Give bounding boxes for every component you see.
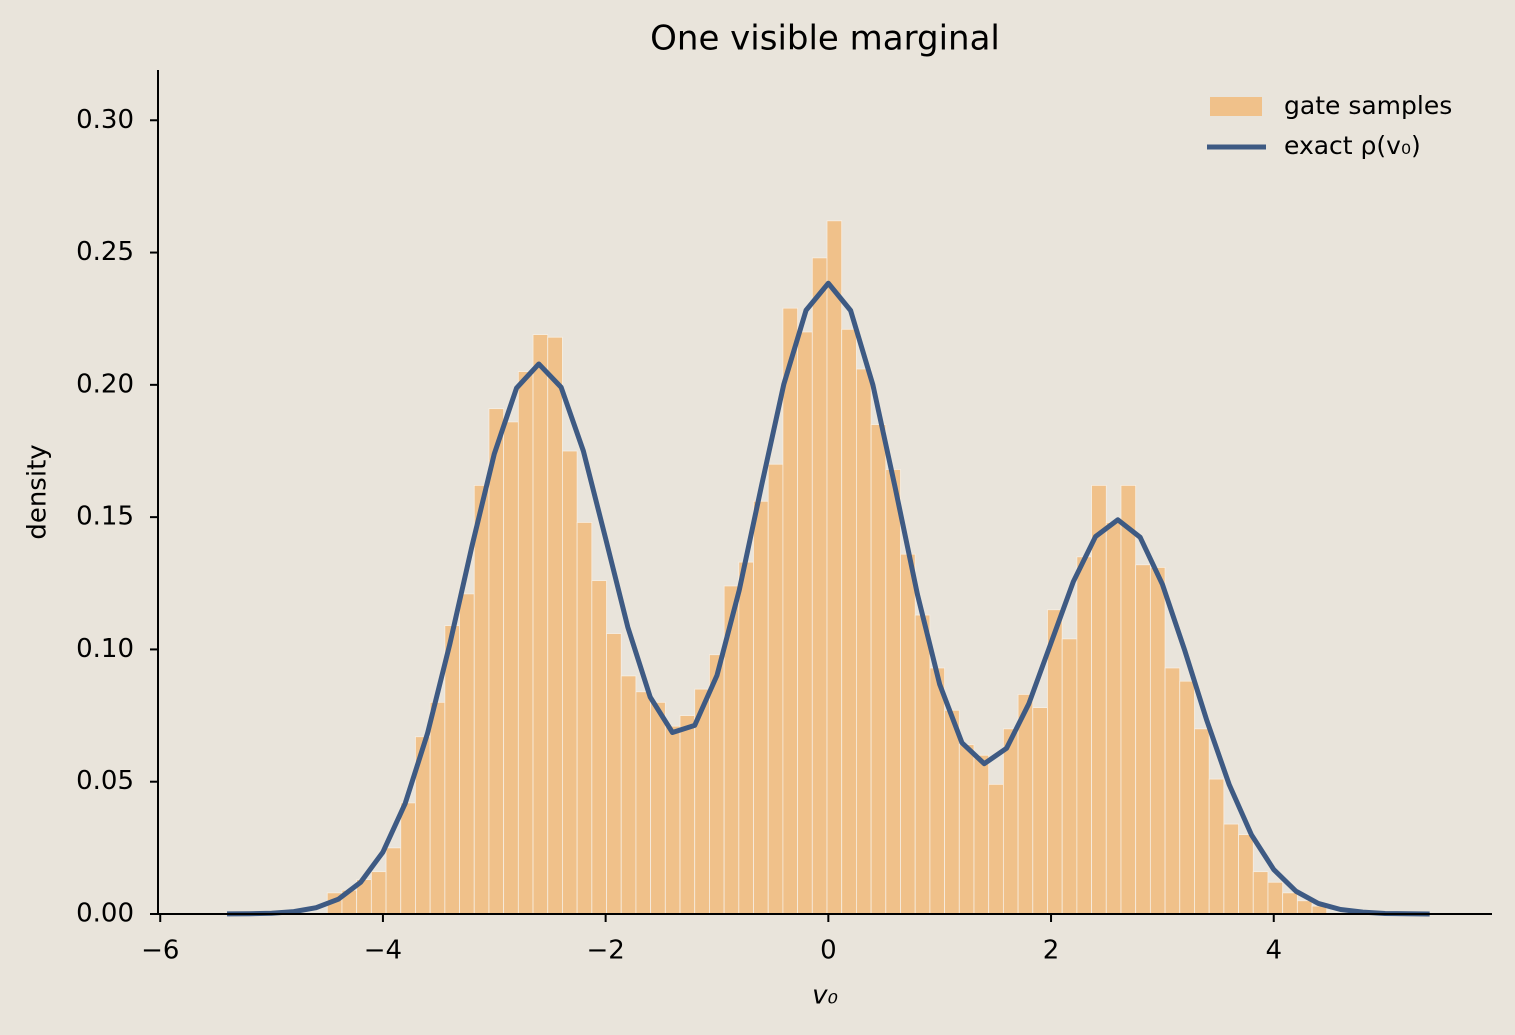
legend-swatch	[1210, 97, 1262, 116]
bar	[444, 625, 460, 915]
bar	[1208, 778, 1225, 915]
bar	[1149, 567, 1166, 915]
bar	[635, 691, 652, 915]
bar	[797, 331, 813, 915]
y-tick-label: 0.30	[76, 105, 134, 135]
bar	[1091, 484, 1107, 915]
bar	[1135, 564, 1151, 915]
bar	[900, 553, 916, 915]
bar	[811, 257, 828, 915]
bar	[488, 408, 505, 915]
bar	[856, 368, 872, 915]
bar	[1061, 638, 1078, 915]
bar	[547, 336, 563, 915]
bar	[914, 614, 931, 915]
bar	[841, 328, 857, 915]
legend-label: gate samples	[1284, 91, 1452, 120]
bar	[1296, 900, 1313, 915]
bar	[782, 307, 799, 915]
bar	[591, 580, 607, 915]
chart-title: One visible marginal	[650, 19, 1000, 59]
bar	[767, 463, 784, 915]
bar	[517, 371, 534, 915]
legend-label: exact ρ(v₀)	[1284, 131, 1421, 160]
x-tick-label: 4	[1265, 936, 1282, 966]
bar	[1076, 556, 1092, 915]
y-tick-label: 0.05	[76, 766, 134, 796]
bar	[944, 709, 960, 915]
bar	[1223, 823, 1239, 915]
x-tick-label: −2	[586, 936, 624, 966]
bar	[473, 484, 490, 915]
bar	[620, 675, 637, 915]
x-tick-label: 2	[1043, 936, 1060, 966]
y-tick-label: 0.00	[76, 899, 134, 929]
bar	[1017, 694, 1034, 915]
bar	[1002, 728, 1019, 915]
bar	[988, 783, 1004, 915]
y-tick-label: 0.25	[76, 237, 134, 267]
bar	[1047, 609, 1063, 915]
y-tick-label: 0.10	[76, 634, 134, 664]
bar	[385, 847, 402, 915]
y-axis-label: density	[23, 444, 53, 539]
bar	[870, 424, 887, 915]
bar	[532, 334, 549, 915]
bar	[709, 654, 725, 915]
bar	[429, 701, 446, 915]
bar	[1164, 667, 1181, 915]
bar	[503, 421, 519, 915]
density-line	[227, 280, 1430, 917]
bar	[664, 725, 681, 915]
bar	[1238, 834, 1254, 915]
bar	[1282, 892, 1298, 915]
x-axis-label: v₀	[812, 981, 838, 1011]
y-tick-label: 0.15	[76, 502, 134, 532]
bar	[606, 633, 622, 915]
bar	[753, 500, 769, 915]
bar	[1194, 728, 1210, 915]
bar	[738, 561, 754, 915]
x-tick-label: −6	[141, 936, 179, 966]
bar	[400, 802, 416, 915]
x-tick-label: −4	[364, 936, 402, 966]
y-tick-label: 0.20	[76, 369, 134, 399]
bar	[459, 593, 475, 915]
bar	[1120, 484, 1137, 915]
bar	[885, 469, 901, 915]
bar	[1267, 881, 1284, 915]
bar	[679, 715, 696, 915]
bar	[576, 522, 593, 915]
bar	[958, 744, 975, 915]
bar	[1032, 707, 1048, 915]
bar	[1179, 680, 1195, 915]
bar	[826, 220, 843, 915]
bar	[973, 754, 990, 915]
bar	[370, 871, 387, 915]
bar	[1105, 522, 1122, 915]
bar	[1252, 871, 1269, 915]
x-tick-label: 0	[820, 936, 837, 966]
bar	[650, 701, 666, 915]
bar	[929, 667, 945, 915]
bar	[562, 450, 578, 915]
